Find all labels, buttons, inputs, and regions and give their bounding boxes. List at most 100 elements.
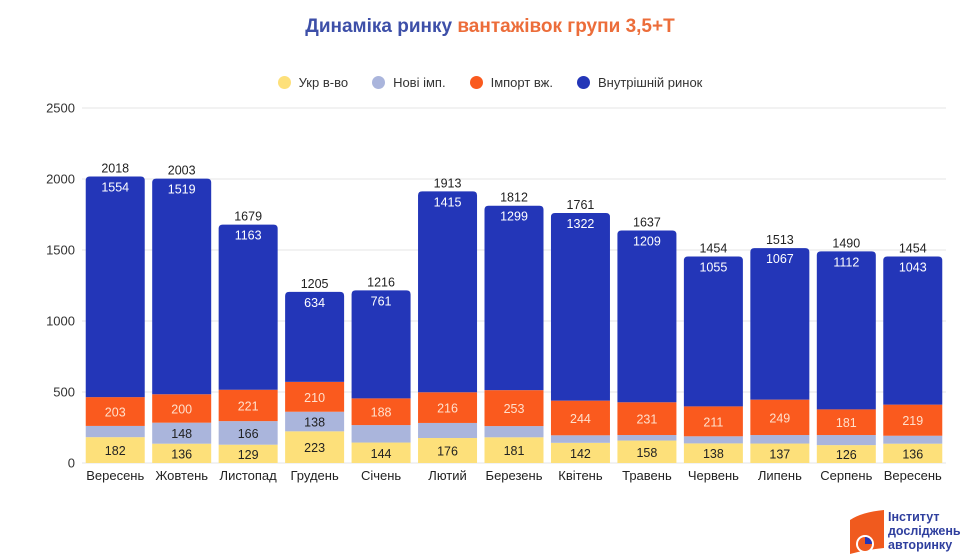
bar-segment [218, 421, 278, 445]
bar-segment [484, 205, 544, 391]
bar-value-label: 144 [371, 447, 392, 461]
x-category-label: Квітень [558, 468, 603, 483]
x-category-label: Лютий [428, 468, 466, 483]
bar-segment [816, 435, 876, 446]
bar-total-label: 1679 [234, 210, 262, 224]
bar-value-label: 136 [171, 447, 192, 461]
bar-segment [816, 409, 876, 436]
bar-segment [484, 390, 544, 427]
bar-segment [883, 256, 943, 405]
bar-segment [484, 426, 544, 438]
legend-item: Укр в-во [277, 75, 349, 90]
bar-segment [152, 422, 212, 444]
stacked-bar-chart: 0 500 1000 1500 2000 2500 182 203 1554 2018 Вересе… [46, 101, 946, 483]
y-tick-label: 2000 [46, 172, 75, 187]
legend-item: Нові імп. [372, 75, 446, 90]
bar-segment [351, 290, 411, 399]
bar-value-label: 181 [504, 444, 525, 458]
bar-value-label: 182 [105, 444, 126, 458]
bar-segment [218, 444, 278, 463]
bar-value-label: 253 [504, 402, 525, 416]
institute-logo: Інститут досліджень авторинку [850, 508, 980, 560]
bar-segment [550, 435, 610, 443]
x-category-label: Грудень [290, 468, 338, 483]
bar-value-label: 761 [371, 294, 392, 308]
bar-segment [550, 442, 610, 463]
x-category-label: Червень [688, 468, 739, 483]
bar-segment [750, 443, 810, 463]
bar-segment [750, 248, 810, 400]
bar-segment [550, 400, 610, 436]
bar-value-label: 1322 [567, 217, 595, 231]
bar-value-label: 244 [570, 412, 591, 426]
bar-segment [617, 230, 677, 403]
bar-value-label: 210 [304, 391, 325, 405]
bar-value-label: 137 [769, 447, 790, 461]
bar-total-label: 1761 [567, 198, 595, 212]
bar-value-label: 1554 [101, 180, 129, 194]
legend-label: Укр в-во [298, 75, 349, 90]
bar-value-label: 1055 [699, 261, 727, 275]
bar-value-label: 1067 [766, 252, 794, 266]
bar-value-label: 1415 [434, 195, 462, 209]
bar-value-label: 223 [304, 441, 325, 455]
bar-total-label: 1513 [766, 233, 794, 247]
legend-swatch [277, 76, 291, 89]
bar-value-label: 176 [437, 445, 458, 459]
bar-segment [351, 442, 411, 463]
bar-value-label: 148 [171, 427, 192, 441]
logo-icon [850, 510, 884, 554]
bar-segment [85, 397, 145, 426]
bar-segment [285, 411, 345, 432]
bar-value-label: 142 [570, 447, 591, 461]
bar-value-label: 188 [371, 406, 392, 420]
bar-segment [418, 422, 478, 439]
bar-value-label: 231 [636, 413, 657, 427]
legend-item: Внутрішній ринок [576, 75, 703, 90]
bar-segment [816, 445, 876, 463]
x-category-label: Серпень [820, 468, 872, 483]
legend-item: Імпорт вж. [469, 75, 553, 90]
bar-segment [617, 440, 677, 463]
y-tick-label: 2500 [46, 101, 75, 116]
x-category-label: Березень [486, 468, 543, 483]
y-tick-label: 500 [53, 385, 75, 400]
bar-segment [285, 381, 345, 412]
x-category-label: Вересень [86, 468, 144, 483]
y-tick-label: 1500 [46, 243, 75, 258]
bar-total-label: 1637 [633, 216, 661, 230]
bar-total-label: 2003 [168, 164, 196, 178]
logo-line-3: авторинку [888, 538, 953, 552]
bar-segment [617, 435, 677, 441]
bar-segment [85, 437, 145, 463]
y-tick-label: 0 [68, 456, 75, 471]
legend-swatch [469, 76, 483, 89]
x-category-label: Січень [361, 468, 401, 483]
bar-value-label: 136 [902, 447, 923, 461]
bar-value-label: 158 [636, 446, 657, 460]
bar-segment [418, 438, 478, 463]
bar-value-label: 249 [769, 411, 790, 425]
bar-total-label: 1913 [434, 176, 462, 190]
bar-value-label: 203 [105, 406, 126, 420]
bar-value-label: 1043 [899, 261, 927, 275]
x-category-label: Листопад [220, 468, 278, 483]
bar-segment [218, 224, 278, 390]
bar-segment [152, 443, 212, 463]
bar-segment [617, 402, 677, 436]
logo-line-2: досліджень [888, 524, 961, 538]
bar-segment [550, 212, 610, 401]
bar-segment [418, 392, 478, 423]
bar-value-label: 1299 [500, 210, 528, 224]
bar-segment [484, 437, 544, 463]
bar-segment [883, 404, 943, 436]
bar-total-label: 2018 [101, 161, 129, 175]
legend-label: Внутрішній ринок [597, 75, 703, 90]
bar-segment [152, 178, 212, 395]
bar-total-label: 1216 [367, 275, 395, 289]
bar-value-label: 1163 [235, 229, 262, 243]
x-category-label: Травень [622, 468, 672, 483]
bar-segment [683, 256, 743, 407]
bar-value-label: 166 [238, 427, 259, 441]
bar-total-label: 1812 [500, 191, 528, 205]
